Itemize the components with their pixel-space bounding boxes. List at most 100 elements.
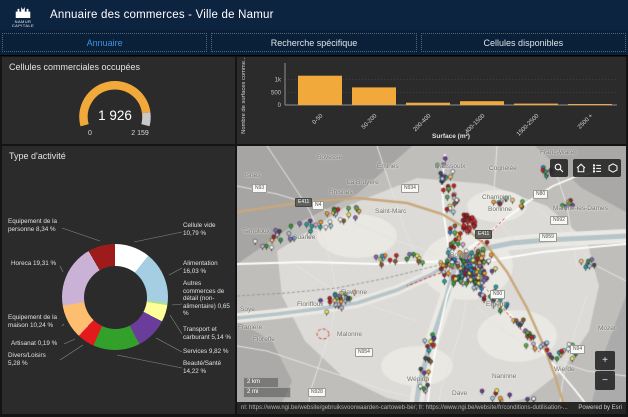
svg-text:1500-2500: 1500-2500 [516,113,541,138]
panel-map: Bovesse Émines Isnes La Bruyère Rhisnes Saint… [237,146,626,414]
svg-text:400-1500: 400-1500 [464,113,487,136]
search-icon [554,163,564,173]
map-place-label: Flawinne [341,289,368,296]
map-place-label: Franc-Waret [540,149,576,156]
map-place-label: Franière [238,324,263,331]
map-place-label: Suarlée [293,234,316,241]
map-place-label: Boninne [488,206,512,213]
basemap-hexagon-icon [608,163,618,173]
map-place-label: La Bruyère [347,179,379,186]
namur-citadel-icon [15,6,31,18]
svg-text:0-50: 0-50 [312,113,325,126]
map-attribution: nl: https://www.ngi.be/website/gebruiksv… [237,402,626,414]
road-shield: E411 [475,230,493,239]
header: NAMUR CAPITALE Annuaire des commerces - … [0,0,628,30]
svg-text:1k: 1k [275,78,282,84]
page-title: Annuaire des commerces - Ville de Namur [50,9,274,21]
map-place-label: Émines [377,163,399,170]
powered-by-esri: Powered by Esri [578,405,622,411]
map-place-label: Rhisnes [329,189,353,196]
map-place-label: Dave [452,390,468,397]
gauge-min-label: 0 [88,130,92,137]
donut-label: Equipement de la maison 10,24 % [8,314,58,329]
map-place-label: Malonne [337,331,362,338]
tab-annuaire[interactable]: Annuaire [2,33,208,52]
logo-text-line1: NAMUR [14,18,32,24]
tab-recherche-specifique[interactable]: Recherche spécifique [211,33,417,52]
svg-text:200-400: 200-400 [413,113,433,133]
map-place-label: Bouge [450,252,469,259]
zoom-out-button[interactable]: − [595,371,615,390]
road-shield: N90 [490,290,506,299]
map-basemap-button[interactable] [608,163,618,173]
scalebar-mi: 2 mi [243,387,291,398]
map-tool-group [573,159,621,177]
logo-text-line2: CAPITALE [11,22,35,28]
donut-label: Services 9,82 % [183,348,229,355]
map-place-label: Floreffe [253,336,275,343]
svg-text:2500 +: 2500 + [577,113,595,131]
road-shield: N992 [550,216,568,225]
road-shield: N959 [539,233,557,242]
surfaces-bar-chart[interactable]: 0 500 1k 0-50 50-200 200-400 400-1500 1500-2500… [237,57,626,144]
namur-logo: NAMUR CAPITALE [0,3,46,28]
svg-text:500: 500 [271,90,282,96]
tab-cellules-disponibles[interactable]: Cellules disponibles [420,33,626,52]
occupancy-gauge [2,57,235,144]
donut-label: Artisanat 0,19 % [11,340,58,347]
zoom-in-button[interactable]: + [595,351,615,370]
road-shield: E411 [295,198,313,207]
map-zoom-control: + − [595,351,615,390]
road-shield: N934 [401,184,419,193]
svg-text:Surface (m²): Surface (m²) [432,133,470,140]
donut-label: Beauté/Santé 14,22 % [183,360,222,375]
map-search-button[interactable] [550,159,568,177]
svg-text:0: 0 [278,103,282,109]
map-place-label: Floriffoux [297,301,324,308]
map-place-label: Bovesse [317,154,342,161]
map-place-label: Cognelée [489,165,517,172]
donut-label: Autres commerces de détail (non-alimenta… [183,280,230,317]
road-shield: N94 [570,345,586,354]
donut-label: Transport et carburant 5,14 % [183,326,231,341]
donut-label: Alimentation 16,03 % [183,260,218,275]
map-place-label: Saint-Marc [375,208,407,215]
road-shield: N928 [308,388,326,397]
donut-panel-title: Type d'activité [9,151,66,161]
donut-hole [83,265,147,329]
donut-label: Cellule vide 10,79 % [183,222,216,237]
road-shield: N93 [252,184,268,193]
map-place-label: Marche-les-Dames [553,205,608,212]
gauge-panel-title: Cellules commerciales occupées [9,62,141,72]
map-place-label: Temploux [242,228,270,235]
panel-type-activite: Type d'activité Cellule vide 10,79 % Alim… [2,146,235,414]
panel-surfaces-bar-chart: 0 500 1k 0-50 50-200 200-400 400-1500 1500-2500… [237,57,626,144]
legend-list-icon [593,164,601,173]
map-home-button[interactable] [576,163,586,173]
home-icon [576,163,586,173]
map-place-label: Mozet [598,325,616,332]
gauge-value: 1 926 [98,108,132,123]
map-place-label: Wépion [407,376,430,383]
svg-text:50-200: 50-200 [361,113,379,131]
map-place-label: Wierde [554,366,575,373]
donut-label: Divers/Loisirs 5,28 % [8,352,46,367]
map-place-label: Champion [482,194,512,201]
map-legend-button[interactable] [592,163,602,173]
map-canvas[interactable] [237,146,626,414]
map-place-label: Isnes [245,172,261,179]
road-shield: N80 [533,190,549,199]
gauge-max-label: 2 159 [131,130,149,137]
tab-bar: Annuaire Recherche spécifique Cellules d… [0,30,628,56]
road-shield: N954 [355,348,373,357]
svg-text:Nombre de surfaces comme...: Nombre de surfaces comme... [241,57,247,134]
attribution-links: nl: https://www.ngi.be/website/gebruiksv… [241,405,568,411]
map-place-label: Naninne [492,373,517,380]
donut-label: Horeca 19,31 % [11,260,57,267]
map-place-label: Daussoulx [435,163,466,170]
map-place-label: Soye [240,306,255,313]
map-place-label: Erpent [486,301,506,308]
road-shield: N4 [312,201,325,210]
donut-label: Equipement de la personne 8,34 % [8,218,58,233]
